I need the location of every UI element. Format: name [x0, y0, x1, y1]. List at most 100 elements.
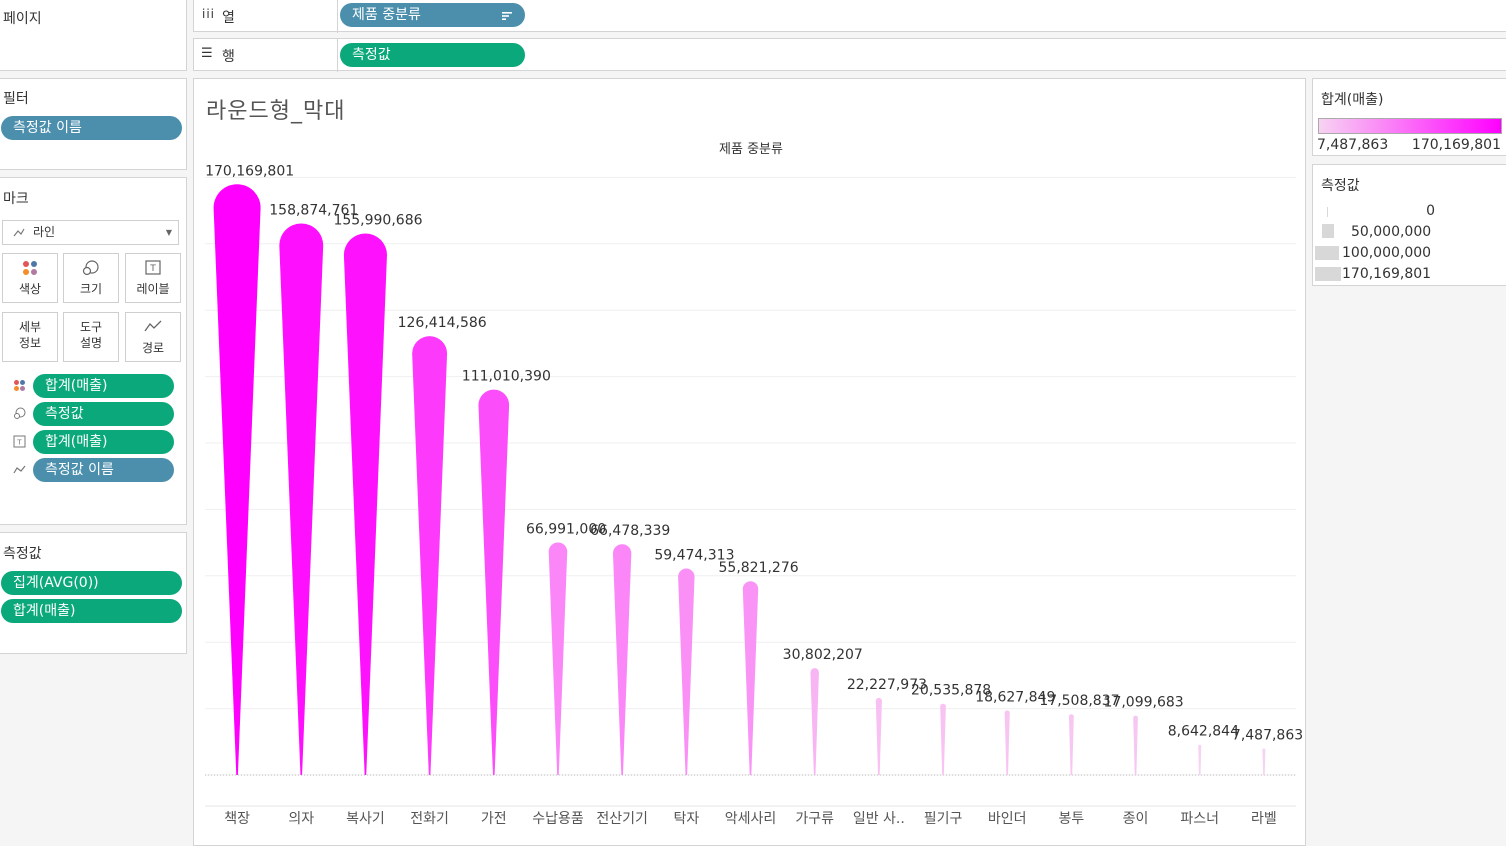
- category-label: 전화기: [410, 811, 449, 827]
- size-legend-swatch: [1327, 207, 1328, 217]
- category-label: 라벨: [1251, 811, 1277, 827]
- bar-mark: [1198, 744, 1202, 775]
- category-label: 필기구: [924, 811, 963, 827]
- data-label: 22,227,973: [847, 677, 927, 693]
- data-label: 66,478,339: [590, 523, 670, 539]
- marks-field-size[interactable]: 측정값: [33, 402, 174, 426]
- color-button[interactable]: 색상: [2, 253, 58, 303]
- rows-label: 행: [222, 49, 235, 65]
- row-pill-measure-values[interactable]: 측정값: [340, 43, 525, 67]
- size-legend-swatch: [1322, 224, 1334, 238]
- marks-field-path[interactable]: 측정값 이름: [33, 458, 174, 482]
- tooltip-button-label: 도구 설명: [64, 319, 118, 351]
- data-label: 158,874,761: [269, 202, 358, 218]
- category-label: 파스너: [1180, 811, 1219, 827]
- column-header: 제품 중분류: [719, 142, 783, 157]
- detail-button-label: 세부 정보: [3, 319, 57, 351]
- bar-mark: [810, 668, 819, 775]
- size-icon: [12, 407, 26, 423]
- shelf-divider: [337, 38, 338, 72]
- svg-text:T: T: [16, 439, 22, 447]
- label-icon: T: [126, 260, 180, 282]
- category-label: 전산기기: [596, 811, 648, 827]
- path-icon: [12, 463, 26, 479]
- color-ramp: [1318, 118, 1502, 134]
- rows-icon: ☰: [201, 46, 213, 61]
- bar-mark: [1068, 714, 1074, 775]
- marks-field-label[interactable]: 합계(매출): [33, 430, 174, 454]
- path-button-label: 경로: [141, 341, 165, 355]
- size-legend-value: 100,000,000: [1342, 245, 1432, 261]
- category-label: 봉투: [1058, 811, 1084, 827]
- size-legend-swatch: [1315, 267, 1341, 281]
- path-button[interactable]: 경로: [125, 312, 181, 362]
- data-label: 66,991,000: [526, 521, 606, 537]
- tooltip-button[interactable]: 도구 설명: [63, 312, 119, 362]
- size-icon: [64, 260, 118, 282]
- sort-icon[interactable]: [501, 3, 513, 27]
- data-label: 20,535,878: [911, 683, 991, 699]
- column-pill-product-subcategory[interactable]: 제품 중분류: [340, 3, 525, 27]
- data-label: 126,414,586: [398, 315, 487, 331]
- color-legend-min: 7,487,863: [1317, 137, 1389, 153]
- detail-button[interactable]: 세부 정보: [2, 312, 58, 362]
- data-label: 17,099,683: [1104, 695, 1184, 711]
- size-legend: 측정값 0 50,000,000 100,000,000 170,169,801: [1312, 164, 1506, 286]
- category-label: 가구류: [795, 811, 834, 827]
- color-icon: [3, 260, 57, 282]
- data-label: 59,474,313: [654, 548, 734, 564]
- size-legend-value: 50,000,000: [1351, 224, 1432, 240]
- data-label: 18,627,849: [975, 689, 1055, 705]
- bar-mark: [612, 544, 632, 775]
- data-label: 8,642,844: [1168, 724, 1239, 740]
- filters-panel: 필터 측정값 이름: [0, 78, 187, 170]
- data-label: 55,821,276: [719, 560, 799, 576]
- category-label: 책장: [224, 811, 250, 827]
- bar-mark: [548, 542, 568, 775]
- chevron-down-icon: ▼: [165, 228, 172, 237]
- rows-shelf[interactable]: ☰ 행 측정값: [193, 38, 1506, 72]
- bar-mark: [343, 233, 387, 775]
- line-mark-icon: [13, 221, 25, 244]
- marks-panel: 마크 라인 ▼ 색상 크기 T 레이블 세부 정보 도구 설명 경로: [0, 177, 187, 525]
- size-button[interactable]: 크기: [63, 253, 119, 303]
- mark-type-dropdown[interactable]: 라인 ▼: [2, 220, 179, 245]
- measure-value-pill[interactable]: 집계(AVG(0)): [1, 571, 182, 595]
- size-legend-value: 0: [1426, 203, 1435, 219]
- worksheet-view: 라운드형_막대 제품 중분류 170,169,801 책장 158,874,761 의자…: [193, 78, 1306, 846]
- data-label: 111,010,390: [462, 369, 551, 385]
- category-label: 악세사리: [725, 811, 777, 827]
- bar-mark: [279, 223, 324, 775]
- data-label: 7,487,863: [1232, 728, 1303, 744]
- pages-panel: 페이지: [0, 0, 187, 71]
- bar-mark: [940, 703, 946, 775]
- measure-values-panel: 측정값 집계(AVG(0)) 합계(매출): [0, 532, 187, 654]
- marks-field-color[interactable]: 합계(매출): [33, 374, 174, 398]
- data-label: 17,508,837: [1039, 693, 1119, 709]
- column-pill-label: 제품 중분류: [352, 7, 421, 23]
- marks-title: 마크: [3, 191, 29, 207]
- filter-pill-measure-names[interactable]: 측정값 이름: [1, 116, 182, 140]
- label-button-label: 레이블: [136, 282, 170, 296]
- color-button-label: 색상: [18, 282, 42, 296]
- bar-mark: [678, 568, 695, 775]
- category-label: 바인더: [988, 811, 1027, 827]
- columns-shelf[interactable]: iii 열 제품 중분류: [193, 0, 1506, 33]
- size-legend-swatch: [1315, 246, 1339, 260]
- category-label: 일반 사..: [853, 811, 905, 827]
- label-button[interactable]: T 레이블: [125, 253, 181, 303]
- measure-values-title: 측정값: [3, 546, 42, 562]
- color-legend-max: 170,169,801: [1411, 137, 1501, 153]
- shelf-divider: [337, 0, 338, 33]
- bar-mark: [742, 581, 759, 775]
- chart-area: 제품 중분류 170,169,801 책장 158,874,761 의자 155,990,…: [205, 142, 1303, 827]
- color-legend-title: 합계(매출): [1321, 92, 1384, 108]
- category-label: 종이: [1123, 811, 1149, 827]
- category-label: 의자: [288, 811, 314, 827]
- data-label: 30,802,207: [783, 647, 863, 663]
- bar-mark: [412, 336, 448, 775]
- measure-value-pill[interactable]: 합계(매출): [1, 599, 182, 623]
- tooltip-text: 도구 설명: [79, 320, 103, 350]
- columns-icon: iii: [202, 7, 216, 21]
- sheet-title: 라운드형_막대: [206, 99, 346, 124]
